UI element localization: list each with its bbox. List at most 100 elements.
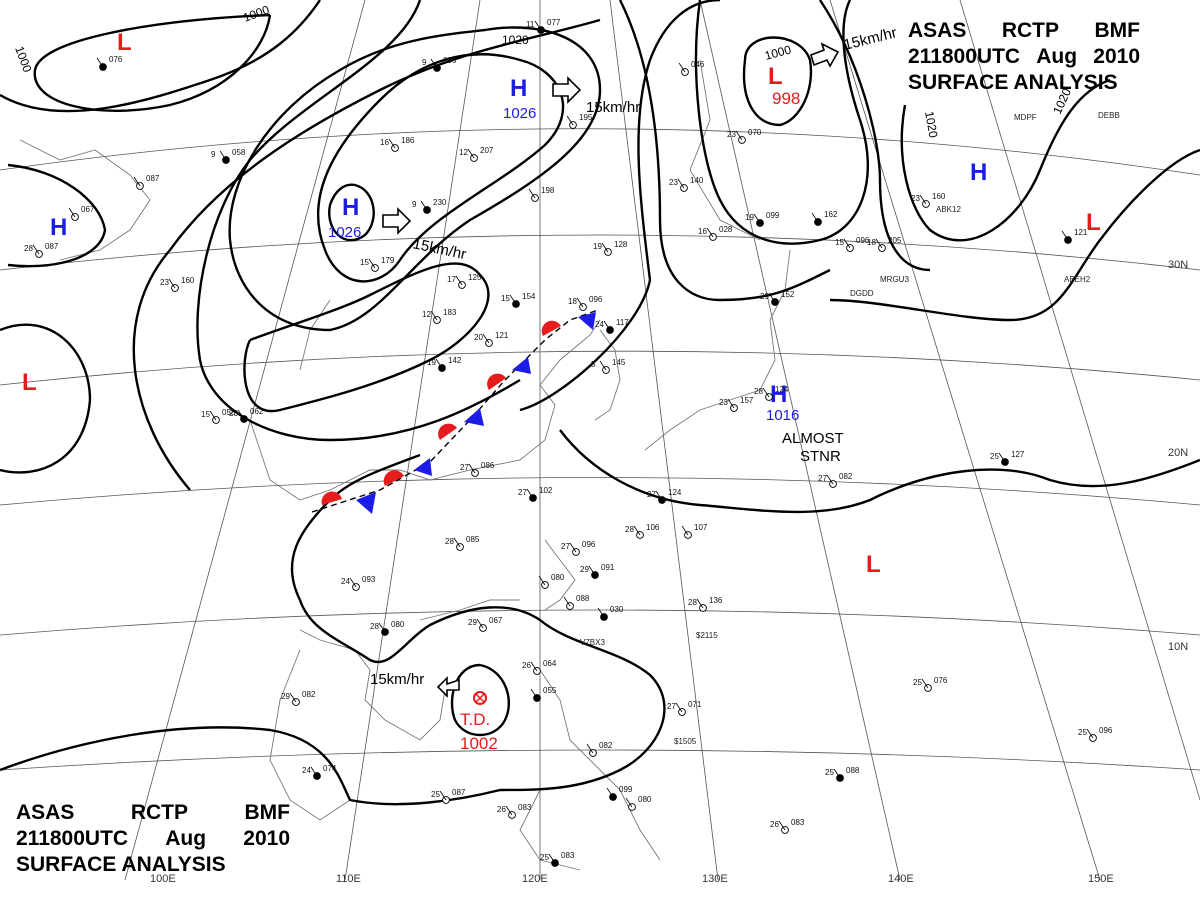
wind-barb [482, 333, 490, 344]
station-pressure: 080 [391, 620, 405, 629]
map-title-bottom-left: ASAS RCTP BMF 211800UTC Aug 2010 SURFACE ANA… [16, 800, 290, 878]
wind-barb [655, 490, 663, 501]
station-pressure: 183 [443, 308, 457, 317]
title-product: SURFACE ANALYSIS [908, 71, 1118, 94]
tropical-depression-symbol [473, 691, 487, 705]
motion-arrow [382, 207, 412, 235]
station-pressure: 099 [766, 211, 780, 220]
station-pressure: 062 [250, 407, 264, 416]
station-pressure: 124 [668, 488, 682, 497]
title-agency: ASAS [16, 801, 75, 824]
station-pressure: 162 [824, 210, 838, 219]
longitude-label: 120E [522, 873, 548, 885]
high-center: H [50, 214, 67, 241]
station-temperature: 25 [431, 790, 440, 799]
isobar-label: 1000 [12, 44, 34, 74]
graticule-labels: 100E 110E 120E 130E 140E 150E 30N 20N 10… [150, 259, 1188, 885]
station-temperature: 24 [302, 766, 311, 775]
station-plot: 12 207 [459, 146, 494, 162]
station-plot: 087 [133, 174, 160, 190]
station-pressure: 076 [934, 676, 948, 685]
station-temperature: 29 [580, 565, 589, 574]
motion-arrow [552, 76, 582, 104]
ship-id: DEBB [1098, 111, 1120, 120]
wind-barb [96, 57, 104, 68]
station-pressure: 067 [81, 205, 95, 214]
station-plot: 9 230 [412, 198, 447, 214]
station-temperature: 25 [825, 768, 834, 777]
station-plot: 198 [528, 186, 555, 202]
wind-barb [811, 212, 819, 223]
station-plot: 29 091 [580, 563, 615, 579]
pressure-centers: H 1026 H 1026 H H H 1016 L 998 L L L L [22, 29, 1101, 578]
station-temperature: 15 [201, 410, 210, 419]
station-pressure: 088 [846, 766, 860, 775]
high-center: H [342, 194, 359, 221]
wind-barb [219, 150, 227, 161]
wind-barb [753, 213, 761, 224]
station-pressure: 046 [691, 60, 705, 69]
cold-triangle [578, 312, 596, 330]
station-plot: 24 117 [595, 318, 629, 334]
wind-barb [586, 743, 594, 754]
title-month: Aug [1036, 45, 1078, 68]
station-temperature: 12 [422, 310, 431, 319]
wind-barb [678, 62, 686, 73]
wind-barb [237, 409, 245, 420]
motion-arrows [382, 42, 840, 698]
wind-barb [435, 358, 443, 369]
station-pressure: 074 [323, 764, 337, 773]
ship-id: V7BX3 [580, 638, 605, 647]
title-time: 211800UTC [16, 827, 129, 850]
station-temperature: 19 [745, 213, 754, 222]
station-temperature: 25 [1078, 728, 1087, 737]
warm-front-semicircles [321, 320, 561, 505]
cold-triangle [464, 408, 484, 426]
station-plot: 16 028 [698, 225, 733, 241]
station-plot: 25 087 [431, 788, 466, 804]
high-center: H [770, 381, 787, 408]
low-pressure-value: 998 [772, 89, 800, 108]
station-temperature: 28 [625, 525, 634, 534]
low-center: L [866, 551, 881, 578]
longitude-label: 100E [150, 873, 176, 885]
annotation-stnr: STNR [800, 448, 841, 465]
station-plot: 24 093 [341, 575, 376, 591]
station-plot: 080 [538, 573, 565, 589]
station-plot: 27 096 [561, 540, 596, 556]
station-plot: 080 [625, 795, 652, 811]
station-temperature: 25 [540, 853, 549, 862]
station-plot: 121 [1061, 228, 1088, 244]
station-temperature: 26 [522, 661, 531, 670]
warm-semicircle [438, 423, 457, 440]
wind-barb [706, 227, 714, 238]
station-temperature: 9 [412, 200, 417, 209]
station-plot: 17 125 [447, 273, 482, 289]
tropical-depression-cross [475, 693, 485, 703]
longitude-label: 130E [702, 873, 728, 885]
station-plot: 18 205 [867, 236, 902, 252]
station-plot: 23 157 [719, 396, 754, 412]
wind-barb [599, 360, 607, 371]
station-pressure: 067 [489, 616, 503, 625]
title-station: RCTP [1001, 19, 1060, 42]
station-pressure: 102 [539, 486, 553, 495]
station-pressure: 121 [1074, 228, 1088, 237]
wind-barb [633, 525, 641, 536]
station-temperature: 25 [990, 452, 999, 461]
warm-semicircle [383, 470, 404, 486]
ship-id: DGDD [850, 289, 874, 298]
title-month: Aug [165, 827, 207, 850]
wind-barb [430, 310, 438, 321]
station-pressure: 179 [381, 256, 395, 265]
station-pressure: 198 [541, 186, 555, 195]
station-plot: 19 099 [745, 211, 780, 227]
station-temperature: 5 [591, 360, 596, 369]
wind-barb [563, 596, 571, 607]
wind-barb [476, 618, 484, 629]
station-plot: 29 152 [760, 290, 795, 306]
station-plot: 19 128 [593, 240, 628, 256]
station-pressure: 096 [443, 56, 457, 65]
station-temperature: 15 [501, 294, 510, 303]
title-product: SURFACE ANALYSIS [16, 853, 226, 876]
